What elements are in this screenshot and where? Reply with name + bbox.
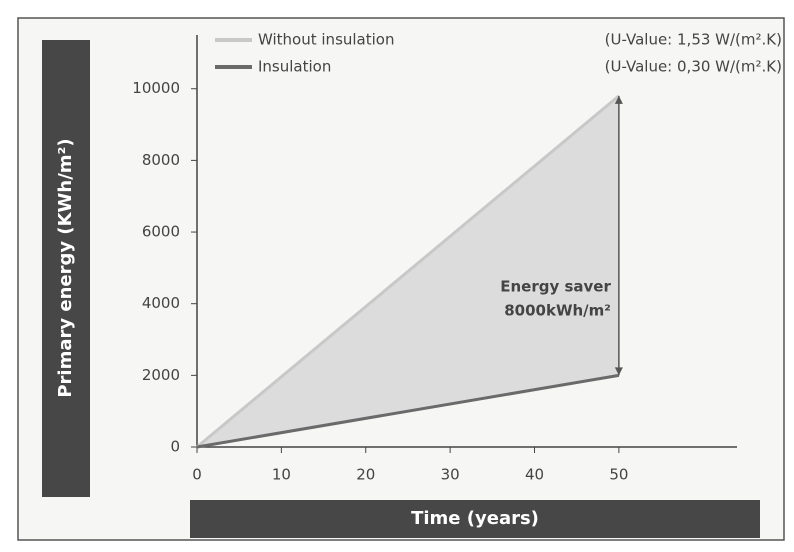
y-axis-label: Primary energy (KWh/m²) xyxy=(55,138,76,397)
arrow-head xyxy=(614,95,623,104)
x-tick-label: 20 xyxy=(356,466,375,484)
y-tick-label: 6000 xyxy=(142,223,180,241)
legend-note: (U-Value: 1,53 W/(m².K) xyxy=(605,31,782,49)
annotation-text: 8000kWh/m² xyxy=(504,302,611,320)
x-tick-label: 0 xyxy=(192,466,202,484)
annotation-text: Energy saver xyxy=(500,278,611,296)
legend-note: (U-Value: 0,30 W/(m².K) xyxy=(605,58,782,76)
x-tick-label: 10 xyxy=(272,466,291,484)
legend-label: Without insulation xyxy=(258,31,394,49)
x-tick-label: 50 xyxy=(609,466,628,484)
y-tick-label: 4000 xyxy=(142,294,180,312)
series-line xyxy=(196,373,620,449)
y-label-box xyxy=(42,40,90,497)
y-tick-label: 10000 xyxy=(132,79,180,97)
x-tick-label: 30 xyxy=(441,466,460,484)
y-tick-label: 8000 xyxy=(142,151,180,169)
y-tick-label: 0 xyxy=(170,438,180,456)
x-tick-label: 40 xyxy=(525,466,544,484)
y-tick-label: 2000 xyxy=(142,366,180,384)
series-line xyxy=(196,94,620,449)
arrow-head xyxy=(614,367,623,376)
legend-label: Insulation xyxy=(258,58,331,76)
x-axis-label: Time (years) xyxy=(411,508,539,529)
x-label-box xyxy=(190,500,760,538)
